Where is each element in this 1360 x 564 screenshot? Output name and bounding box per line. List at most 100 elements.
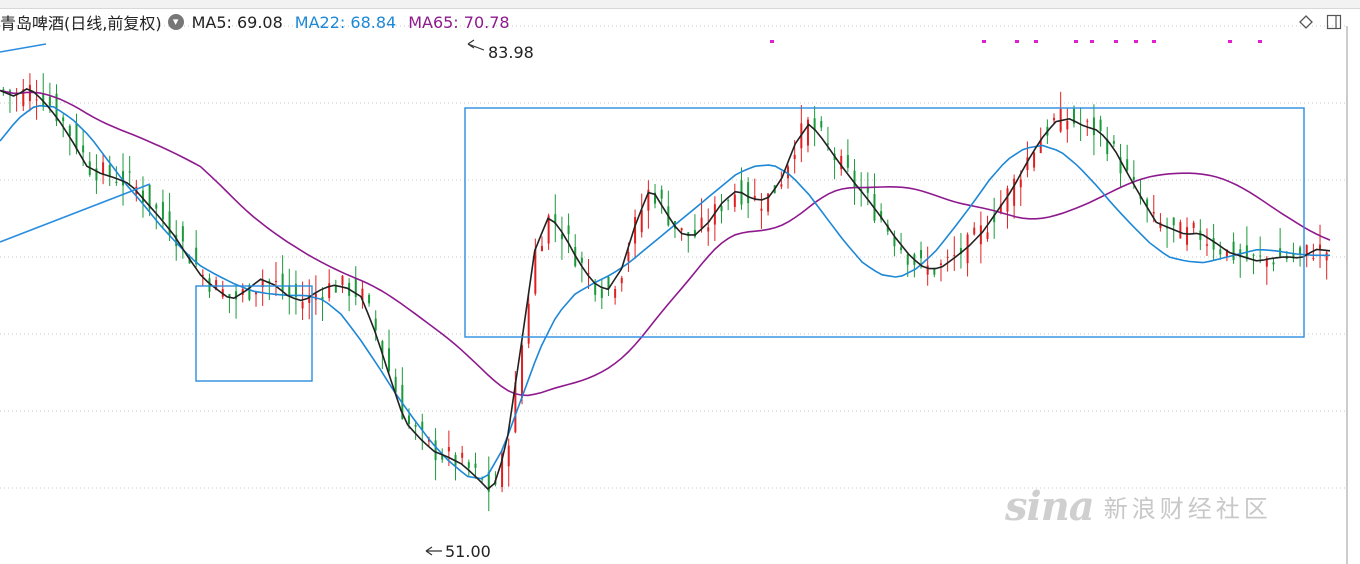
candle-body xyxy=(560,234,563,240)
candle-body xyxy=(354,278,357,298)
candle-body xyxy=(627,252,630,262)
candle-body xyxy=(614,288,617,298)
candle-body xyxy=(1092,117,1095,136)
candle-body xyxy=(1146,199,1149,207)
candle-body xyxy=(926,265,929,275)
candle-body xyxy=(175,234,178,247)
candle-body xyxy=(707,227,710,232)
candle-body xyxy=(48,96,51,108)
candle-body xyxy=(753,196,756,200)
candle-body xyxy=(1033,152,1036,168)
candle-body xyxy=(168,211,171,236)
panel-toggle-icon[interactable] xyxy=(1326,14,1342,30)
candle-body xyxy=(314,293,317,300)
candle-body xyxy=(660,189,663,199)
candle-body xyxy=(1272,262,1275,265)
candle-body xyxy=(361,288,364,301)
candle-body xyxy=(268,281,271,283)
signal-dot xyxy=(1074,40,1078,43)
diamond-icon[interactable] xyxy=(1298,14,1314,30)
candle-body xyxy=(514,382,517,433)
candle-body xyxy=(820,121,823,128)
candle-body xyxy=(567,225,570,235)
candle-body xyxy=(1265,258,1268,267)
toolbar-strip xyxy=(0,0,1360,9)
candle-body xyxy=(700,217,703,228)
candle-body xyxy=(1319,244,1322,250)
candle-body xyxy=(693,230,696,237)
candle-body xyxy=(594,281,597,295)
candle-body xyxy=(767,193,770,212)
info-icon[interactable]: ▾ xyxy=(167,14,184,30)
candle-body xyxy=(201,274,204,276)
candle-body xyxy=(1119,157,1122,174)
candle-body xyxy=(1019,179,1022,188)
candle-body xyxy=(920,249,923,259)
candle-body xyxy=(95,168,98,181)
low-arrow xyxy=(425,546,442,556)
candle-body xyxy=(933,269,936,275)
candle-body xyxy=(215,280,218,291)
candle-body xyxy=(780,184,783,187)
candle-body xyxy=(600,289,603,298)
candle-body xyxy=(274,280,277,282)
signal-dot xyxy=(1114,40,1118,43)
candle-body xyxy=(587,273,590,275)
stock-title: 青岛啤酒(日线,前复权) xyxy=(0,14,162,33)
watermark: sina 新浪财经社区 xyxy=(1005,483,1272,530)
candle-body xyxy=(281,273,284,291)
watermark-text: 新浪财经社区 xyxy=(1103,495,1272,523)
candle-body xyxy=(1066,120,1069,130)
moving-average-lines xyxy=(0,88,1331,491)
candle-body xyxy=(255,291,258,295)
candle-body xyxy=(208,278,211,292)
candle-body xyxy=(999,204,1002,213)
candle-body xyxy=(434,440,437,461)
candle-body xyxy=(1112,141,1115,144)
candle-body xyxy=(1126,159,1129,171)
candle-body xyxy=(846,155,849,168)
candle-body xyxy=(527,303,530,344)
candle-body xyxy=(993,214,996,223)
candle-body xyxy=(973,227,976,235)
candle-body xyxy=(1072,108,1075,124)
ma65-line xyxy=(0,89,1331,397)
candle-body xyxy=(35,99,38,101)
candle-body xyxy=(1299,247,1302,254)
candle-body xyxy=(321,296,324,301)
ma5-line xyxy=(0,88,1331,491)
signal-dot xyxy=(1034,40,1038,43)
candle-body xyxy=(534,248,537,294)
candle-body xyxy=(906,254,909,265)
trendline-lower xyxy=(0,183,151,243)
candle-body xyxy=(1013,178,1016,206)
candle-body xyxy=(261,280,264,288)
candle-body xyxy=(607,276,610,289)
candle-body xyxy=(880,211,883,220)
candle-body xyxy=(540,245,543,252)
candle-body xyxy=(1132,176,1135,181)
candle-body xyxy=(1053,117,1056,121)
candle-body xyxy=(228,294,231,298)
candle-body xyxy=(1152,212,1155,214)
annotation-boxes xyxy=(0,43,1305,382)
candle-body xyxy=(1259,255,1262,257)
chart-legend: 青岛啤酒(日线,前复权) ▾ MA5: 69.08 MA22: 68.84 MA… xyxy=(0,10,522,34)
candle-body xyxy=(235,291,238,300)
candle-body xyxy=(1219,249,1222,255)
candle-body xyxy=(647,189,650,211)
candle-body xyxy=(826,143,829,145)
candle-body xyxy=(62,117,65,122)
signal-dot xyxy=(1258,40,1262,43)
candle-body xyxy=(487,472,490,492)
candle-body xyxy=(461,452,464,458)
candle-body xyxy=(374,318,377,331)
candle-body xyxy=(122,171,125,186)
candle-body xyxy=(1225,249,1228,257)
candle-body xyxy=(1199,230,1202,240)
candle-body xyxy=(42,93,45,107)
candle-body xyxy=(1232,241,1235,261)
candle-body xyxy=(55,93,58,122)
candle-body xyxy=(75,123,78,150)
